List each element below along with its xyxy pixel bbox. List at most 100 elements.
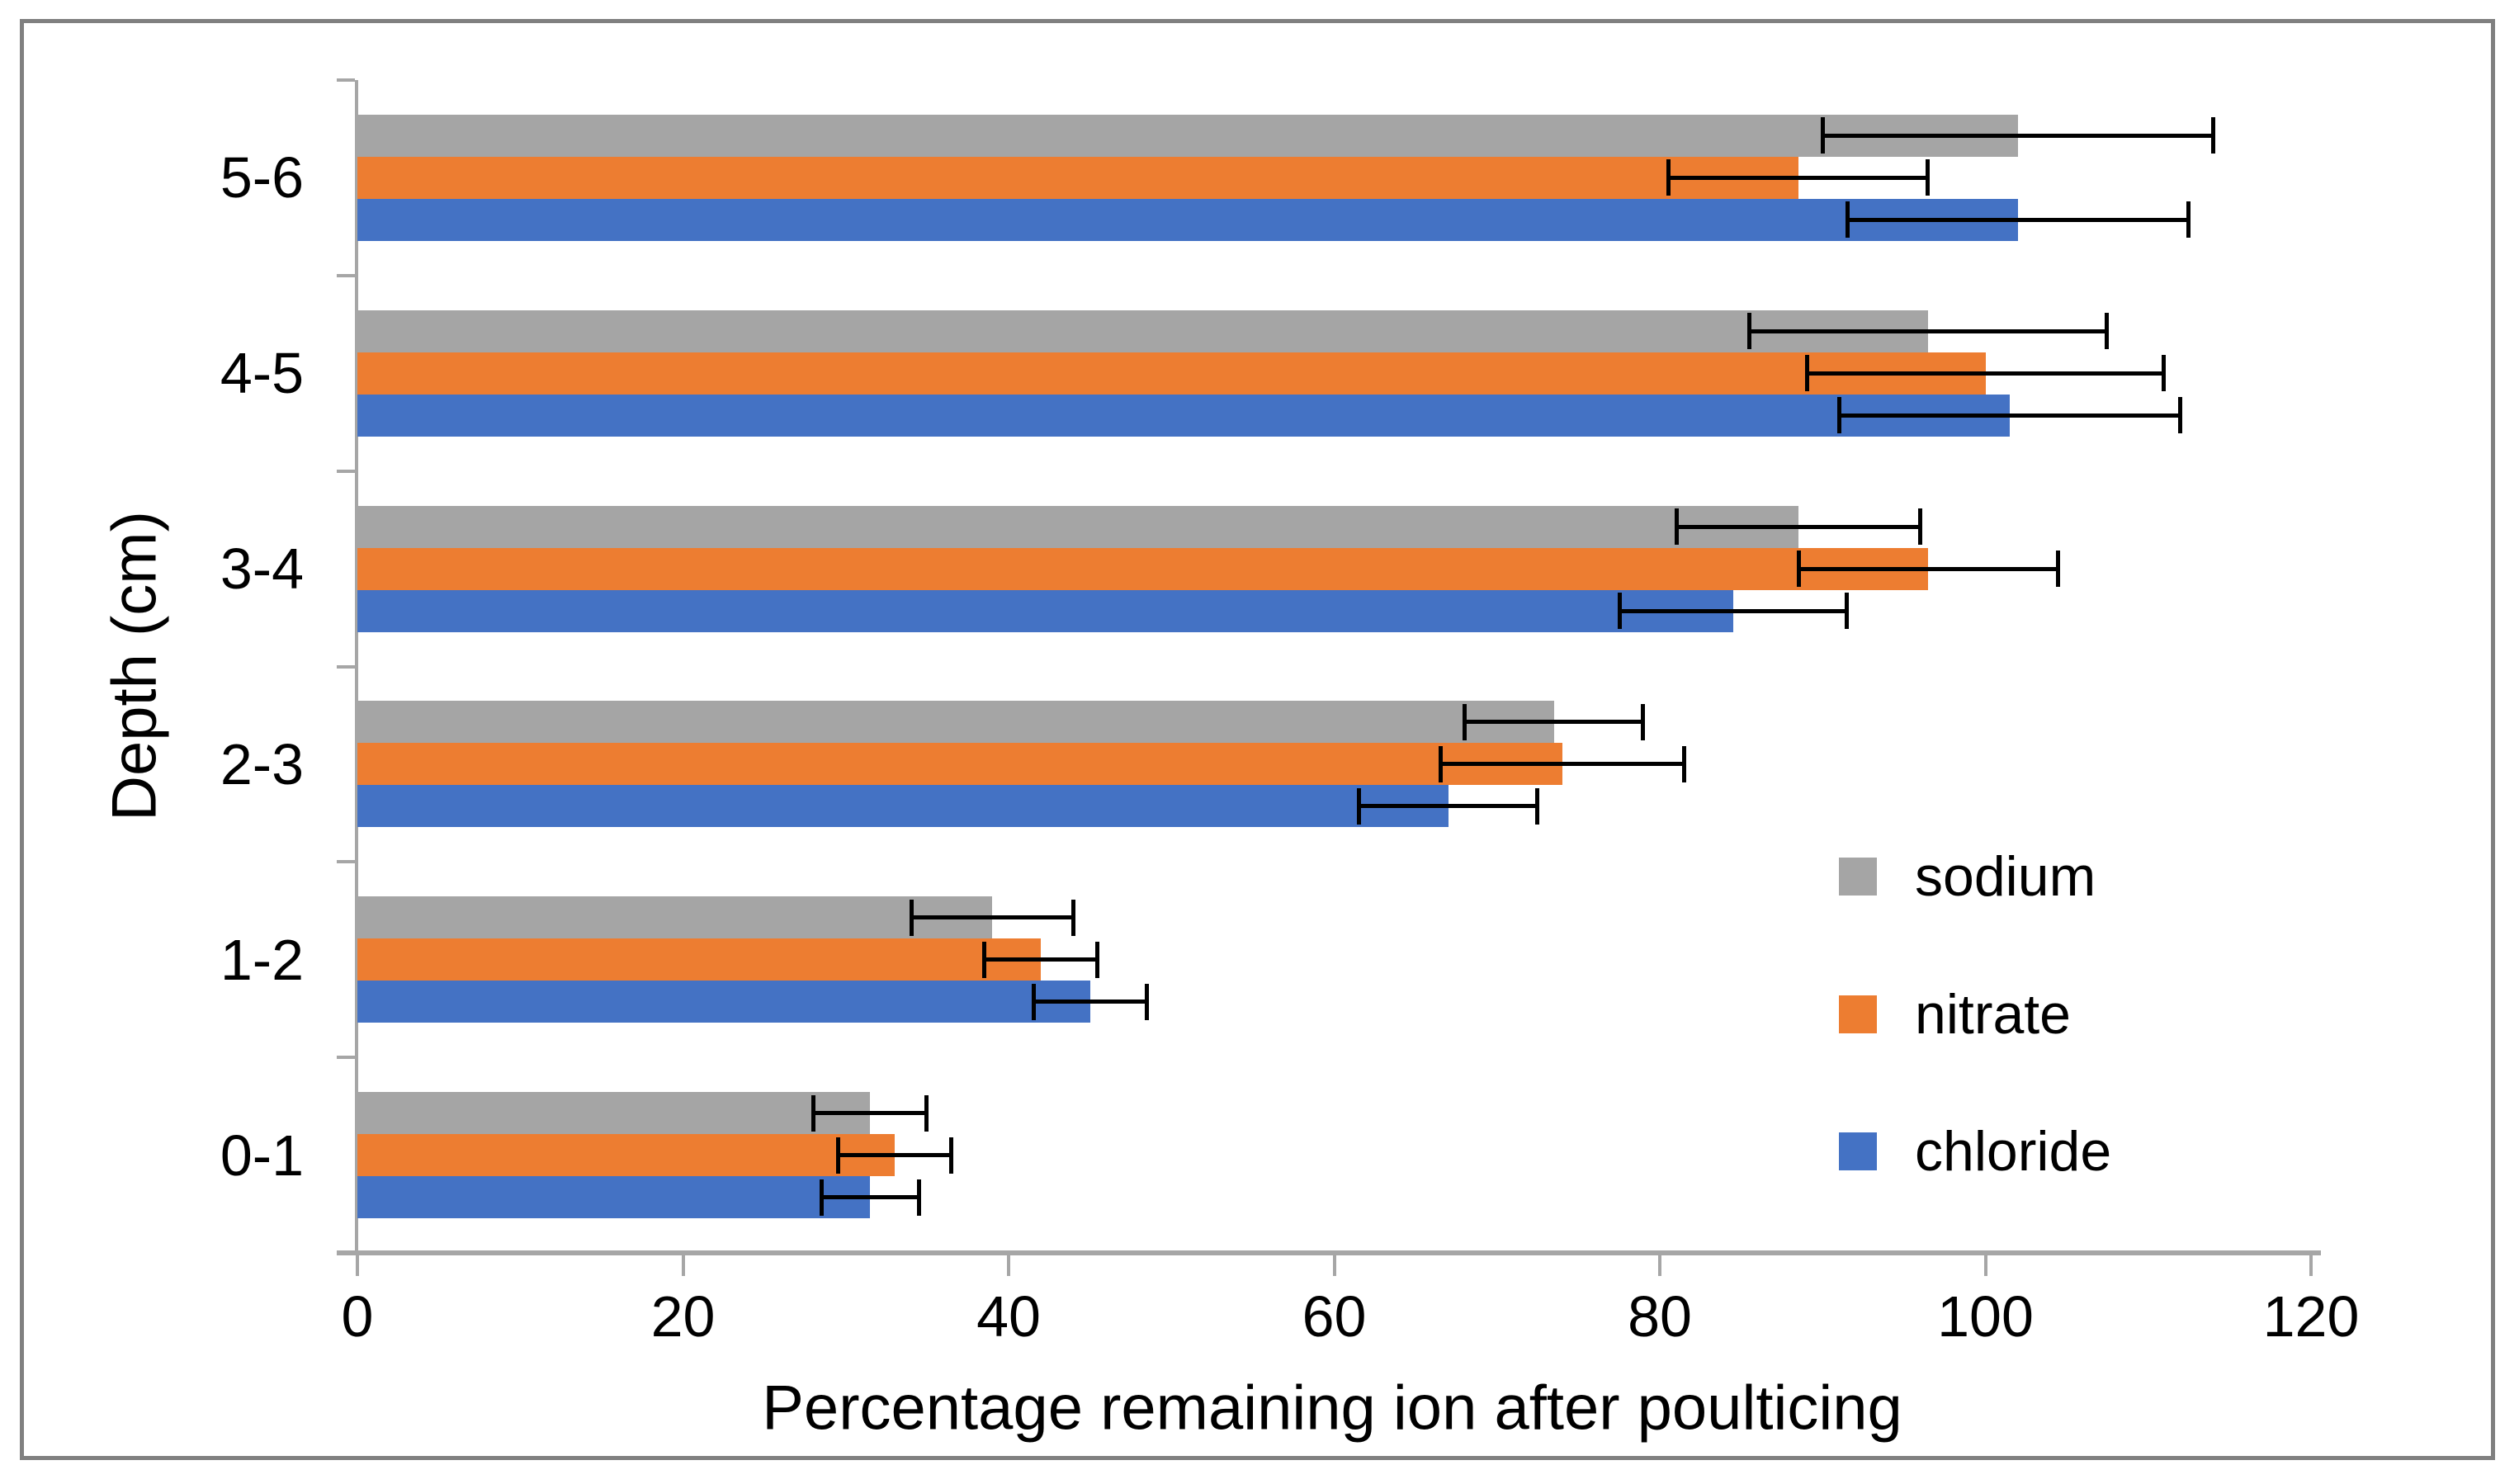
x-axis-line <box>337 1250 2321 1255</box>
error-bar-cap-right <box>1926 159 1931 196</box>
error-bar-cap-right <box>2105 313 2110 350</box>
error-bar-cap-right <box>948 1137 953 1174</box>
error-bar-cap-left <box>1666 159 1671 196</box>
category-label: 4-5 <box>220 341 304 406</box>
x-tick-label: 100 <box>1937 1284 2034 1349</box>
x-tick-label: 0 <box>341 1284 374 1349</box>
x-tick-label: 40 <box>976 1284 1041 1349</box>
error-bar-line <box>1619 608 1847 613</box>
legend-item-nitrate: nitrate <box>1839 982 2186 1046</box>
error-bar-line <box>821 1195 919 1200</box>
error-bar-line <box>1675 524 1921 529</box>
error-bar-line <box>813 1111 928 1116</box>
error-bar-cap-left <box>1747 313 1752 350</box>
error-bar-cap-right <box>916 1179 921 1216</box>
error-bar-line <box>1806 371 2165 376</box>
bar-chloride-4-5 <box>357 394 2011 437</box>
x-tick <box>1983 1255 1987 1276</box>
x-tick <box>681 1255 685 1276</box>
error-bar-cap-left <box>1796 551 1801 588</box>
x-tick <box>1658 1255 1661 1276</box>
x-tick-label: 60 <box>1302 1284 1367 1349</box>
bar-nitrate-3-4 <box>357 547 1929 590</box>
error-bar-cap-right <box>1535 787 1540 825</box>
error-bar-cap-left <box>1031 983 1036 1020</box>
x-tick <box>356 1255 359 1276</box>
error-bar-line <box>1439 762 1685 767</box>
bar-chloride-2-3 <box>357 785 1449 828</box>
error-bar-line <box>1798 566 2059 571</box>
legend-item-sodium: sodium <box>1839 848 2186 905</box>
error-bar-line <box>1464 720 1644 725</box>
legend-swatch-sodium <box>1839 858 1877 896</box>
error-bar-cap-left <box>1463 703 1467 740</box>
error-bar-line <box>1667 175 1929 180</box>
category-label: 0-1 <box>220 1122 304 1188</box>
error-bar-cap-right <box>2210 117 2215 154</box>
error-bar-cap-right <box>2056 551 2061 588</box>
y-tick <box>337 273 355 277</box>
error-bar-cap-right <box>1070 899 1075 936</box>
x-tick-label: 80 <box>1628 1284 1692 1349</box>
bar-sodium-4-5 <box>357 310 1929 352</box>
bar-nitrate-4-5 <box>357 352 1986 395</box>
y-axis-line <box>355 80 358 1253</box>
bar-sodium-0-1 <box>357 1092 871 1135</box>
y-tick <box>337 78 355 82</box>
legend-label: nitrate <box>1915 982 2071 1046</box>
error-bar-cap-right <box>1095 941 1100 978</box>
legend-label: chloride <box>1915 1120 2112 1183</box>
category-label: 5-6 <box>220 145 304 210</box>
error-bar-cap-left <box>982 941 987 978</box>
bar-sodium-3-4 <box>357 505 1798 548</box>
category-label: 3-4 <box>220 536 304 602</box>
error-bar-line <box>1838 413 2181 418</box>
y-tick <box>337 664 355 669</box>
error-bar-cap-right <box>2186 201 2191 239</box>
error-bar-cap-left <box>1845 201 1850 239</box>
category-label: 2-3 <box>220 731 304 796</box>
bar-nitrate-2-3 <box>357 743 1562 786</box>
x-tick-label: 20 <box>650 1284 716 1349</box>
bar-nitrate-1-2 <box>357 938 1042 981</box>
error-bar-cap-right <box>924 1094 929 1132</box>
y-tick <box>337 469 355 473</box>
bar-chloride-5-6 <box>357 198 2018 241</box>
error-bar-line <box>1822 133 2214 138</box>
bar-sodium-2-3 <box>357 701 1554 744</box>
error-bar-line <box>910 915 1074 920</box>
x-tick-label: 120 <box>2262 1284 2360 1349</box>
error-bar-cap-left <box>1821 117 1826 154</box>
error-bar-cap-right <box>1681 745 1686 782</box>
error-bar-cap-left <box>835 1137 840 1174</box>
error-bar-cap-right <box>1144 983 1149 1020</box>
error-bar-cap-right <box>1917 508 1922 546</box>
bar-chloride-1-2 <box>357 981 1090 1023</box>
x-tick <box>1332 1255 1336 1276</box>
chart-border <box>20 19 2495 1460</box>
legend-swatch-chloride <box>1839 1132 1877 1170</box>
error-bar-line <box>1749 328 2108 333</box>
error-bar-cap-right <box>2178 397 2183 434</box>
bar-chloride-3-4 <box>357 589 1733 632</box>
error-bar-line <box>984 957 1099 962</box>
bar-nitrate-5-6 <box>357 156 1798 199</box>
error-bar-cap-left <box>909 899 914 936</box>
y-tick <box>337 1056 355 1060</box>
y-tick <box>337 860 355 864</box>
error-bar-cap-left <box>820 1179 825 1216</box>
error-bar-cap-left <box>1836 397 1841 434</box>
error-bar-line <box>1846 217 2190 222</box>
error-bar-cap-left <box>1438 745 1443 782</box>
x-tick <box>1007 1255 1010 1276</box>
error-bar-line <box>837 1153 952 1158</box>
error-bar-line <box>1359 804 1538 809</box>
error-bar-cap-left <box>1804 355 1809 392</box>
error-bar-cap-left <box>1617 593 1622 630</box>
legend-item-chloride: chloride <box>1839 1120 2186 1183</box>
error-bar-cap-right <box>1844 593 1849 630</box>
error-bar-cap-right <box>1641 703 1646 740</box>
x-axis-title: Percentage remaining ion after poulticin… <box>762 1373 1902 1444</box>
error-bar-cap-right <box>2162 355 2167 392</box>
